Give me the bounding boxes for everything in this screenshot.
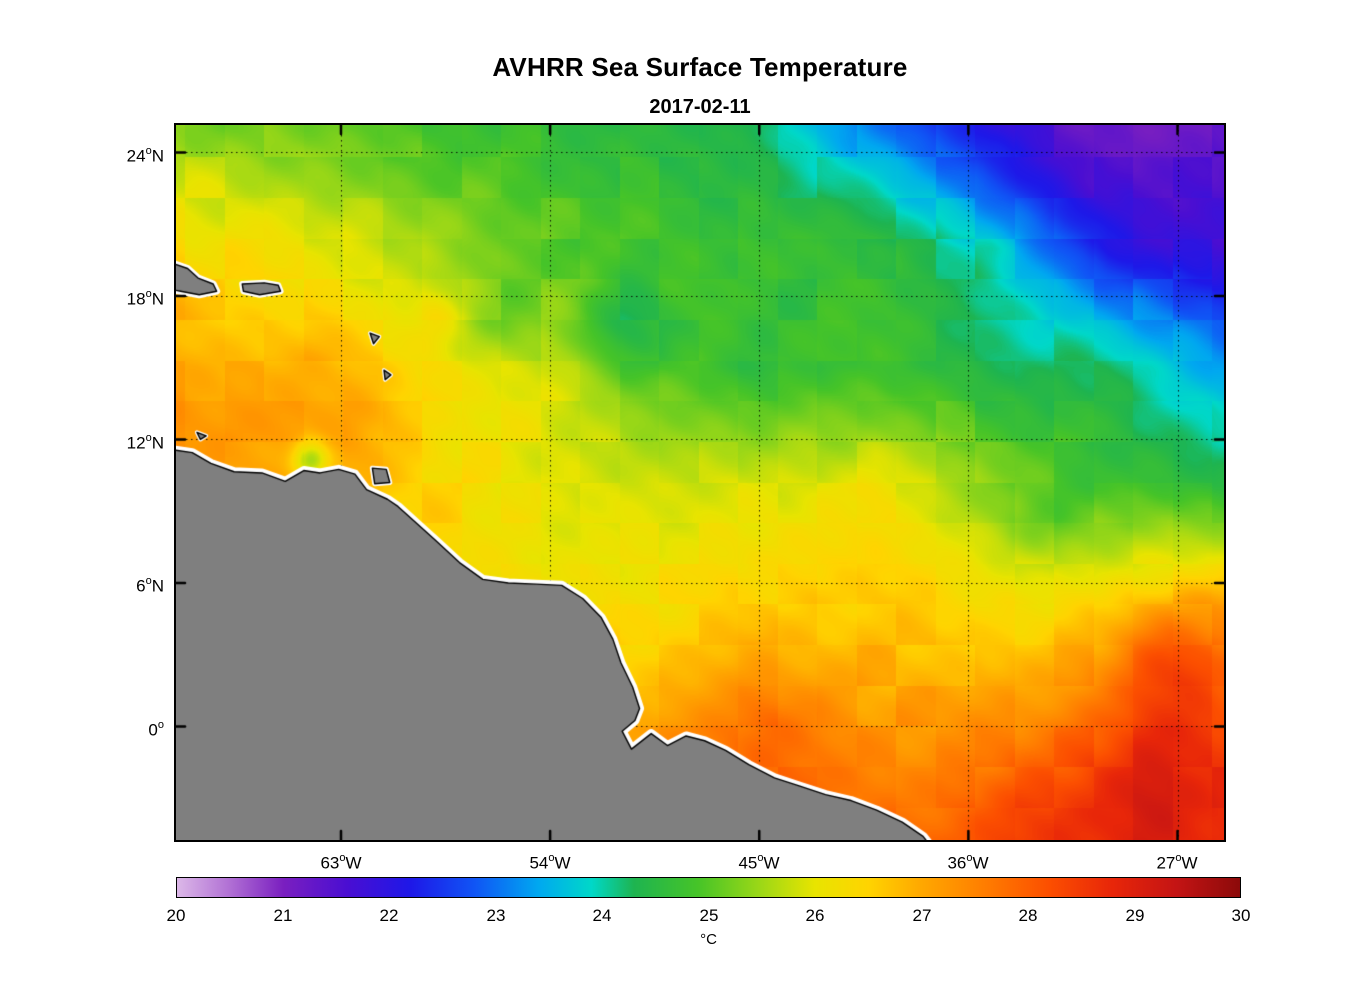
colorbar-tick-26: 26 [805, 906, 825, 925]
ytick-label-6n: 6oN [136, 575, 164, 596]
colorbar-tick-23: 23 [486, 906, 506, 925]
degree-mark: o [1175, 852, 1182, 864]
colorbar-gradient [177, 878, 1240, 897]
sst-field-canvas [176, 125, 1224, 840]
colorbar-tick-22: 22 [379, 906, 399, 925]
degree-mark: o [145, 288, 152, 300]
xtick-label-54w: 54oW [529, 852, 571, 873]
degree-mark: o [157, 719, 164, 731]
colorbar-tick-20: 20 [166, 906, 186, 925]
degree-mark: o [145, 575, 152, 587]
degree-mark: o [757, 852, 764, 864]
ytick-label-12n: 12oN [126, 432, 164, 453]
degree-mark: o [145, 432, 152, 444]
degree-mark: o [548, 852, 555, 864]
figure-subtitle: 2017-02-11 [649, 96, 751, 118]
xtick-label-45w: 45oW [738, 852, 780, 873]
ytick-label-24n: 24oN [126, 145, 164, 166]
ytick-label-18n: 18oN [126, 288, 164, 309]
xtick-label-36w: 36oW [947, 852, 989, 873]
degree-mark: o [966, 852, 973, 864]
xtick-label-63w: 63oW [320, 852, 362, 873]
colorbar-tick-27: 27 [912, 906, 932, 925]
colorbar-tick-21: 21 [273, 906, 293, 925]
colorbar-unit-label: °C [700, 931, 717, 948]
ytick-label-0: 0o [148, 719, 164, 740]
colorbar-tick-29: 29 [1125, 906, 1145, 925]
colorbar [176, 877, 1241, 898]
degree-mark: o [339, 852, 346, 864]
colorbar-tick-24: 24 [592, 906, 612, 925]
colorbar-tick-30: 30 [1231, 906, 1251, 925]
xtick-label-27w: 27oW [1156, 852, 1198, 873]
degree-mark: o [145, 145, 152, 157]
figure-title: AVHRR Sea Surface Temperature [492, 52, 908, 82]
map-plot [174, 123, 1226, 842]
colorbar-tick-25: 25 [699, 906, 719, 925]
colorbar-tick-28: 28 [1018, 906, 1038, 925]
